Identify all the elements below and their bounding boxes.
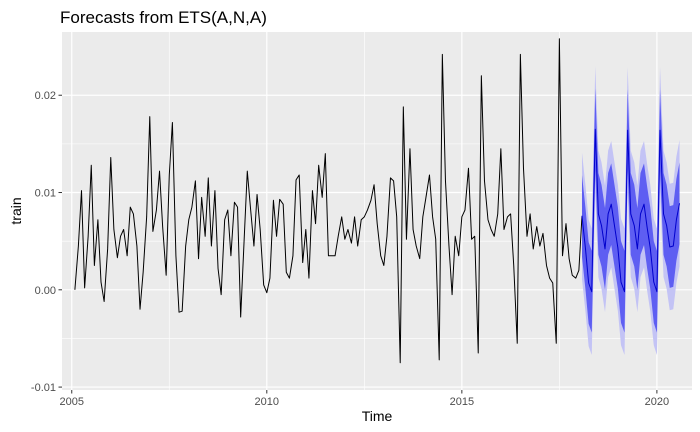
x-tick-label: 2005 [60, 396, 84, 408]
x-tick-label: 2010 [255, 396, 279, 408]
y-tick-label: 0.02 [35, 90, 56, 102]
forecast-series-line [581, 128, 681, 293]
series-lines [74, 38, 681, 364]
y-axis-title: train [8, 197, 24, 224]
y-tick-label: 0.00 [35, 285, 56, 297]
x-axis-ticks: 2005 2010 2015 2020 [60, 390, 669, 408]
x-tick-label: 2020 [645, 396, 669, 408]
chart-title: Forecasts from ETS(A,N,A) [60, 8, 267, 27]
x-tick-label: 2015 [450, 396, 474, 408]
observed-series-line [74, 38, 583, 364]
x-axis-title: Time [362, 408, 393, 424]
y-tick-label: -0.01 [31, 382, 56, 394]
y-axis-ticks: -0.01 0.00 0.01 0.02 [31, 90, 62, 394]
y-tick-label: 0.01 [35, 188, 56, 200]
